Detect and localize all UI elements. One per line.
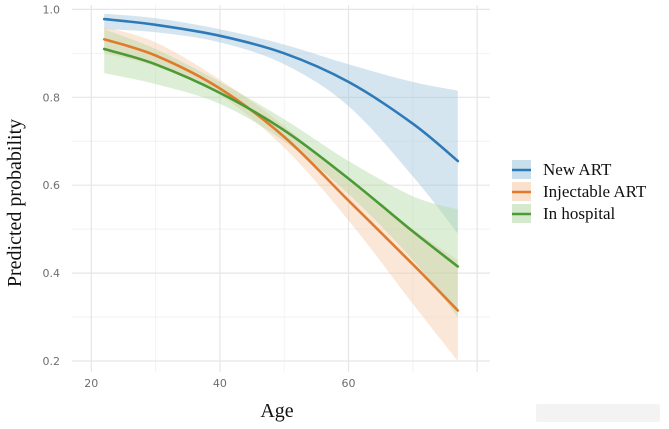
series-lines [102, 17, 460, 312]
y-tick-label: 1.0 [43, 3, 61, 16]
x-tick-label: 40 [213, 377, 227, 390]
tick-labels: 20 40 60 0.2 0.4 0.6 0.8 1.0 [43, 3, 356, 390]
confidence-band-injectable-art [104, 27, 458, 361]
legend-item-new-art: New ART [512, 160, 612, 179]
y-axis-title: Predicted probability [4, 119, 26, 287]
x-axis-title: Age [260, 400, 293, 422]
confidence-band-new-art [104, 13, 458, 234]
legend-label: In hospital [543, 204, 616, 223]
y-tick-label: 0.2 [43, 355, 61, 368]
series-line-new-art [102, 17, 460, 163]
series-line-in-hospital [102, 47, 460, 268]
legend-label: New ART [543, 160, 612, 179]
series-line-injectable-art [102, 38, 460, 312]
screenshot-artifact [536, 404, 660, 422]
legend: New ART Injectable ART In hospital [512, 160, 647, 223]
x-tick-label: 60 [342, 377, 356, 390]
x-tick-label: 20 [84, 377, 98, 390]
legend-label: Injectable ART [543, 182, 647, 201]
y-tick-label: 0.8 [43, 91, 61, 104]
legend-item-injectable-art: Injectable ART [512, 182, 647, 201]
y-tick-label: 0.6 [43, 179, 61, 192]
legend-item-in-hospital: In hospital [512, 204, 616, 223]
y-tick-label: 0.4 [43, 267, 61, 280]
